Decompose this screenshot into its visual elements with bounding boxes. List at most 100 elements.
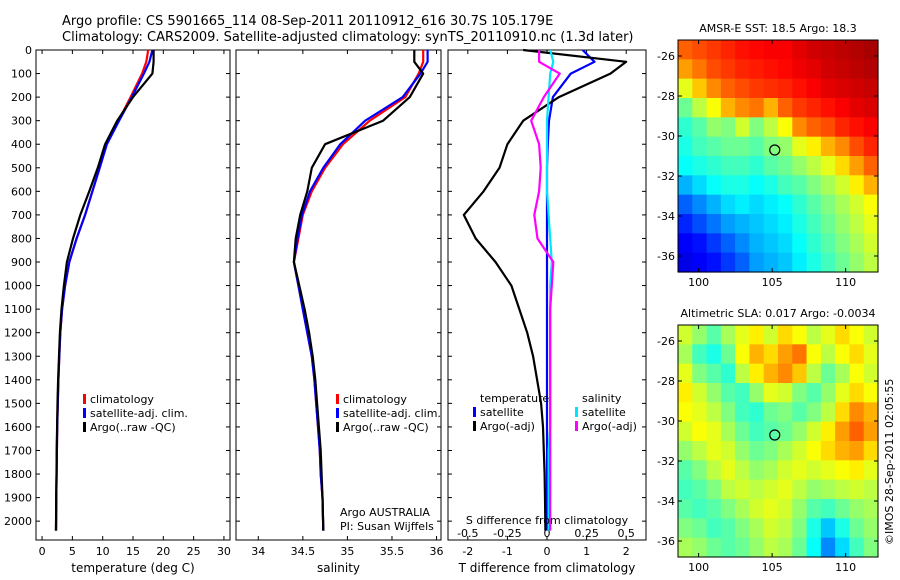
temp-xtick-label: 0 (39, 545, 46, 558)
sst-map-cell (806, 214, 822, 234)
sst-map-cell (678, 98, 693, 118)
difference-series-line (530, 50, 561, 531)
sla-map-cell (820, 479, 836, 500)
depth-tick-label: 100 (11, 68, 32, 81)
sst-map-cell (720, 59, 736, 80)
sst-map-cell (835, 78, 851, 99)
diff-S-xtick-label: 0.25 (574, 527, 599, 540)
sla-map-cell (706, 460, 722, 481)
sla-map-cell (863, 325, 879, 345)
sla-map-cell (835, 344, 851, 365)
sst-map-cell (706, 40, 722, 60)
sla-map-cell (820, 344, 836, 365)
depth-tick-label: 300 (11, 115, 32, 128)
sla-map-ytick-label: -32 (657, 455, 675, 468)
sla-map-cell (835, 363, 851, 384)
sla-map-cell (706, 518, 722, 539)
sst-map-cell (778, 98, 793, 118)
sla-map-cell (735, 325, 751, 345)
sst-map-cell (792, 136, 808, 157)
sla-map-cell (863, 518, 879, 539)
sst-map-cell (763, 117, 779, 138)
sst-map-ytick-label: -26 (657, 50, 675, 63)
header-line2: Climatology: CARS2009. Satellite-adjuste… (62, 30, 634, 45)
sst-map-cell (778, 233, 793, 254)
sla-map-cell (735, 479, 751, 500)
sst-map-title: AMSR-E SST: 18.5 Argo: 18.3 (699, 22, 857, 35)
temp-legend-label: Argo(..raw -QC) (90, 421, 176, 434)
depth-tick-label: 800 (11, 232, 32, 245)
sla-map-cell (849, 537, 865, 558)
sst-map-cell (678, 59, 693, 80)
depth-tick-label: 900 (11, 256, 32, 269)
sla-map-cell (778, 344, 793, 365)
sst-map-cell (763, 214, 779, 234)
sla-map-cell (678, 383, 693, 403)
sla-map-cell (706, 499, 722, 519)
diff-T-xtick-label: 1 (583, 545, 590, 558)
pi-label: PI: Susan Wijffels (340, 520, 434, 533)
sla-map-cell (706, 383, 722, 403)
sla-map-cell (820, 421, 836, 442)
sla-map-cell (863, 402, 879, 423)
temp-xtick-label: 20 (156, 545, 170, 558)
sst-map-cell (806, 194, 822, 215)
temp-legend-swatch (83, 422, 86, 432)
diff-T-xtick-label: -2 (462, 545, 473, 558)
sla-map-cell (778, 325, 793, 345)
sla-map-cell (720, 402, 736, 423)
sal-xtick-label: 35 (340, 545, 354, 558)
sst-map-frame (677, 39, 879, 273)
sst-map-cell (778, 59, 793, 80)
sst-map-cell (835, 156, 851, 176)
sst-map-cell (720, 252, 736, 273)
sla-map-cell (706, 325, 722, 345)
sla-map-cell (792, 518, 808, 539)
sst-map-cell (820, 214, 836, 234)
sst-map-cell (749, 252, 765, 273)
sal-xtick-label: 34 (251, 545, 265, 558)
diff-S-xtick-label: 0 (544, 527, 551, 540)
salinity-xlabel: salinity (317, 561, 360, 575)
sst-map-cell (749, 98, 765, 118)
sst-map-cell (678, 194, 693, 215)
sla-map-cell (678, 499, 693, 519)
sla-map-cell (706, 421, 722, 442)
sla-map-cell (735, 499, 751, 519)
sla-map-cell (763, 383, 779, 403)
sla-map-cell (863, 460, 879, 481)
sla-map-cell (792, 479, 808, 500)
sla-map-xtick-label: 110 (835, 561, 856, 574)
sla-map-cell (835, 421, 851, 442)
diff-legend-label: Argo(-adj) (480, 420, 535, 433)
sla-map-cell (749, 441, 765, 461)
header-line1: Argo profile: CS 5901665_114 08-Sep-2011… (62, 14, 553, 29)
sst-map-cell (763, 98, 779, 118)
sst-map-cell (792, 175, 808, 196)
sst-map-cell (720, 98, 736, 118)
sst-map-cell (692, 233, 708, 254)
sst-map-cell (835, 117, 851, 138)
sla-map-cell (692, 499, 708, 519)
sla-map-cell (692, 383, 708, 403)
sal-xtick-label: 34.5 (291, 545, 316, 558)
diff-legend-label: satellite (582, 406, 626, 419)
sla-map-cell (720, 363, 736, 384)
sla-map-cell (792, 344, 808, 365)
sst-map-cell (720, 136, 736, 157)
sst-map-cell (792, 194, 808, 215)
sst-map-ytick-label: -36 (657, 250, 675, 263)
sst-map-cell (763, 175, 779, 196)
sst-map-cell (720, 156, 736, 176)
sla-map-xtick-label: 105 (762, 561, 783, 574)
sst-map-cell (778, 156, 793, 176)
sla-map-cell (749, 402, 765, 423)
sst-map-cell (692, 78, 708, 99)
sst-map-cell (820, 156, 836, 176)
sla-map-cell (849, 421, 865, 442)
sla-map-cell (692, 402, 708, 423)
sla-map-cell (692, 460, 708, 481)
sst-map-cell (735, 136, 751, 157)
sla-map-cell (706, 537, 722, 558)
sla-map-cell (763, 325, 779, 345)
